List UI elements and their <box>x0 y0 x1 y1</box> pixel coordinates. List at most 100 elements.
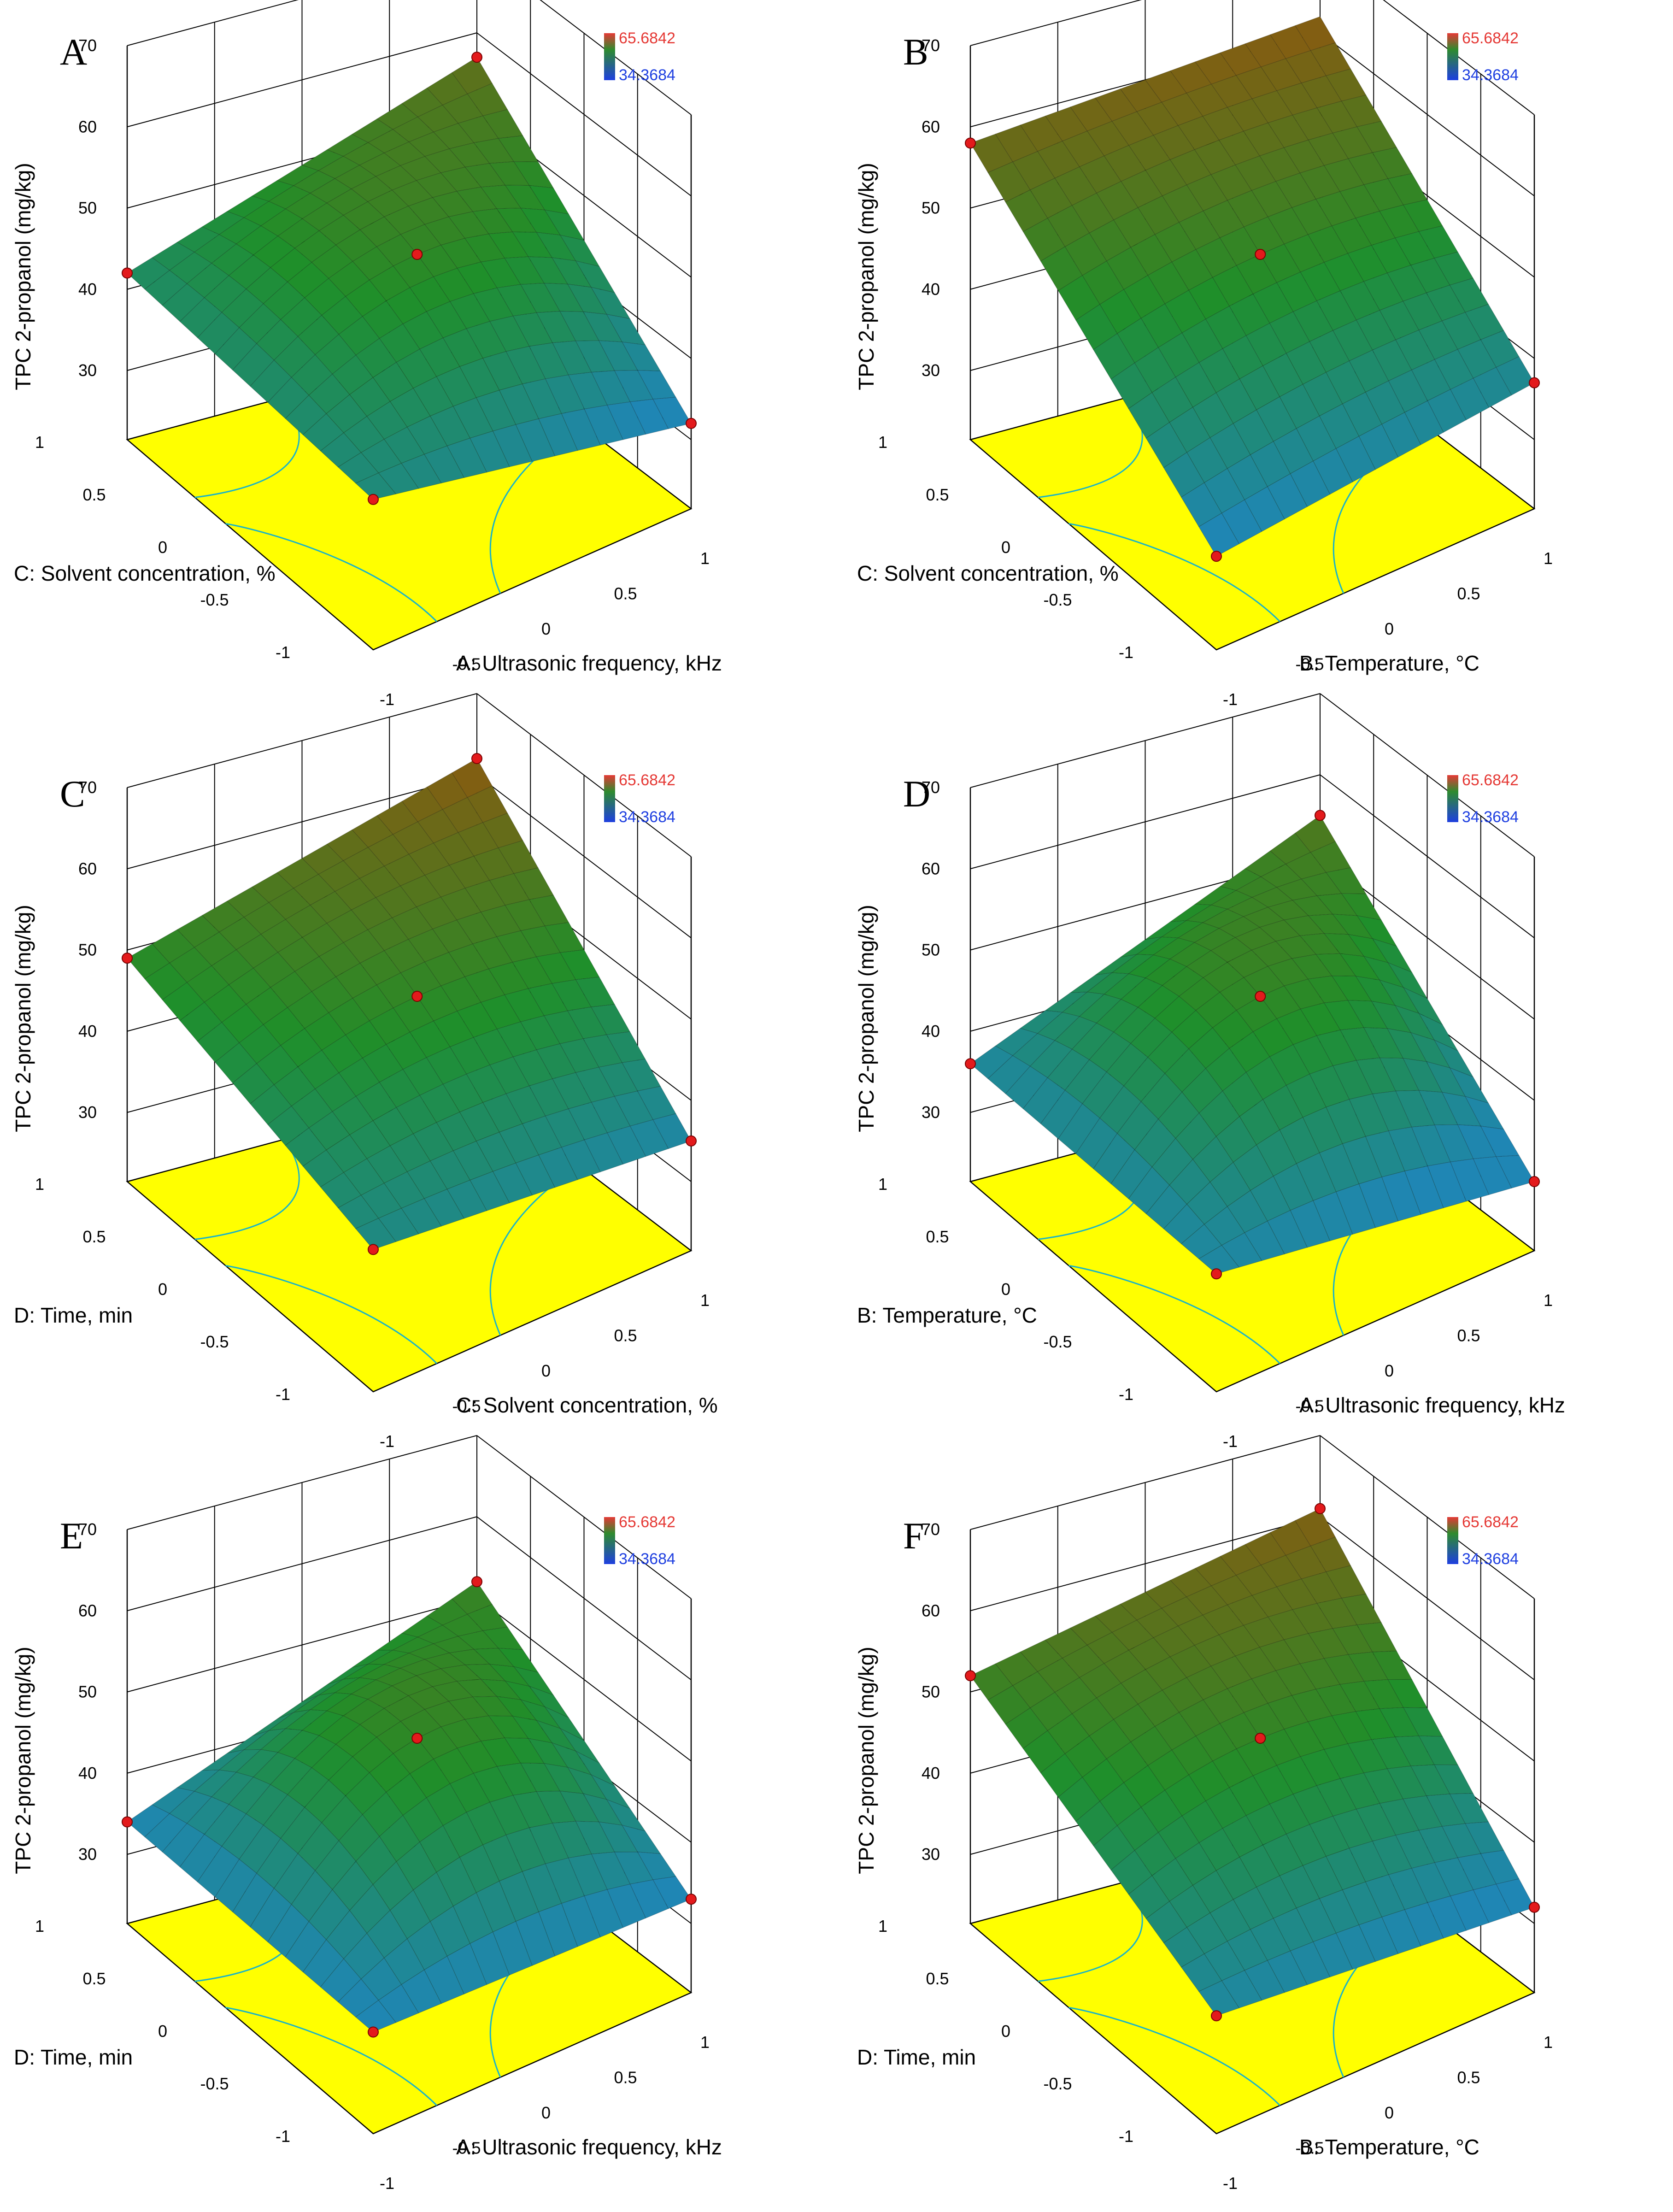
surface-cell <box>512 1791 553 1828</box>
surface-cell <box>270 247 312 282</box>
surface-cell <box>221 288 264 328</box>
y-tick: -1 <box>1119 2127 1133 2146</box>
y-tick: -1 <box>1119 1385 1133 1404</box>
surface-cell <box>1012 151 1056 190</box>
surface-cell <box>1473 1156 1512 1195</box>
chart-panel-B: B70 60 50 40 30 TPC 2-propanol (mg/kg) 1 0.5 0 -0… <box>854 0 1553 709</box>
colorbar <box>604 775 615 822</box>
wall-grid-h <box>127 0 299 46</box>
surface-cell <box>268 1709 311 1731</box>
surface-cell <box>1198 1090 1240 1137</box>
design-point-2 <box>122 267 133 279</box>
panel-letter-E: E <box>60 1515 83 1557</box>
y-tick: -0.5 <box>1043 2074 1072 2093</box>
colorbar <box>604 33 615 80</box>
colorbar-min-label: 34.3684 <box>619 66 675 84</box>
y-tick: 1 <box>878 1175 887 1194</box>
surface-cell <box>315 1072 357 1112</box>
surface-cell <box>1381 412 1421 458</box>
surface-cell <box>496 208 537 233</box>
z-axis-label: TPC 2-propanol (mg/kg) <box>11 1647 35 1874</box>
colorbar-min-label: 34.3684 <box>1462 1550 1519 1568</box>
surface-cell <box>1457 1853 1497 1890</box>
surface-cell <box>1093 1825 1135 1871</box>
y-tick: 0.5 <box>926 485 949 504</box>
contour-line <box>194 1139 300 1240</box>
surface-cell <box>226 195 270 218</box>
surface-cell <box>277 218 320 249</box>
surface-cell <box>1404 1165 1444 1215</box>
surface-cell <box>561 408 601 451</box>
surface-cell <box>338 1814 380 1862</box>
surface-cell <box>1158 332 1200 378</box>
surface-cell <box>1267 900 1309 921</box>
z-tick: 50 <box>922 199 940 218</box>
chart-panel-D: D70 60 50 40 30 TPC 2-propanol (mg/kg) 1 0.5 0 -0… <box>854 693 1565 1451</box>
y-tick: 0 <box>158 2022 167 2041</box>
surface-cell <box>987 161 1031 203</box>
contour-line <box>225 523 438 622</box>
surface-cell <box>1169 61 1212 94</box>
surface-cell <box>1093 333 1135 380</box>
surface-cell <box>409 276 451 312</box>
surface-cell <box>1089 1719 1131 1759</box>
surface-cell <box>417 1624 459 1644</box>
z-tick: 40 <box>922 280 940 299</box>
y-tick: 0 <box>158 538 167 557</box>
surface-cell <box>1128 135 1171 171</box>
y-tick: 0 <box>158 1280 167 1299</box>
surface-cell <box>1235 1565 1277 1596</box>
surface-cell <box>285 1921 327 1973</box>
surface-cell <box>1316 100 1357 134</box>
surface-cell <box>1110 362 1153 409</box>
surface-cell <box>1441 312 1481 350</box>
wall-grid-h <box>970 774 1321 870</box>
colorbar-min-label: 34.3684 <box>619 808 675 826</box>
y-axis-label: C: Solvent concentration, % <box>14 561 276 585</box>
design-point-1 <box>686 418 697 429</box>
z-tick: 70 <box>922 778 940 797</box>
surface-cell <box>446 438 487 478</box>
design-point-3 <box>471 52 482 63</box>
colorbar-max-label: 65.6842 <box>619 29 675 47</box>
surface-cell <box>1210 890 1253 910</box>
surface-cell <box>197 312 240 354</box>
design-point-0 <box>1211 2010 1222 2022</box>
panel-letter-D: D <box>903 773 930 815</box>
surface-cell <box>1290 1941 1331 1985</box>
wall-grid-h <box>1320 693 1535 857</box>
wall-grid-h <box>476 1597 692 1762</box>
design-point-1 <box>1529 1176 1540 1187</box>
y-axis-label: D: Time, min <box>14 2045 133 2069</box>
design-point-1 <box>686 1894 697 1905</box>
chart-panel-C: C70 60 50 40 30 TPC 2-propanol (mg/kg) 1 0.5 0 -0… <box>11 693 718 1451</box>
x-tick: 0 <box>541 619 551 638</box>
colorbar <box>1447 775 1458 822</box>
y-axis-label: D: Time, min <box>857 2045 976 2069</box>
surface-cell <box>1260 243 1301 283</box>
y-tick: 0.5 <box>82 1227 106 1246</box>
y-tick: 1 <box>878 433 887 452</box>
surface-cell <box>512 1049 553 1087</box>
surface-cell <box>1473 1883 1512 1924</box>
response-surface <box>970 815 1535 1274</box>
surface-cell <box>528 1823 569 1865</box>
surface-cell <box>383 1938 425 1985</box>
surface-cell <box>1180 482 1222 527</box>
surface-cell <box>1418 1826 1458 1863</box>
surface-cell <box>1162 184 1204 223</box>
surface-cell <box>505 899 546 931</box>
surface-cell <box>285 193 328 219</box>
surface-cell <box>1123 1765 1166 1808</box>
surface-cell <box>440 1665 482 1682</box>
chart-panel-E: E70 60 50 40 30 TPC 2-propanol (mg/kg) 1 0.5 0 -0… <box>11 1435 722 2193</box>
surface-cell <box>1269 1520 1311 1556</box>
design-point-2 <box>122 1816 133 1828</box>
z-tick: 30 <box>78 1103 97 1122</box>
surface-cell <box>1291 895 1333 916</box>
wall-grid-h <box>476 774 692 939</box>
surface-cell <box>436 1857 477 1907</box>
surface-cell <box>1075 304 1118 350</box>
wall-grid-h <box>476 1435 692 1599</box>
